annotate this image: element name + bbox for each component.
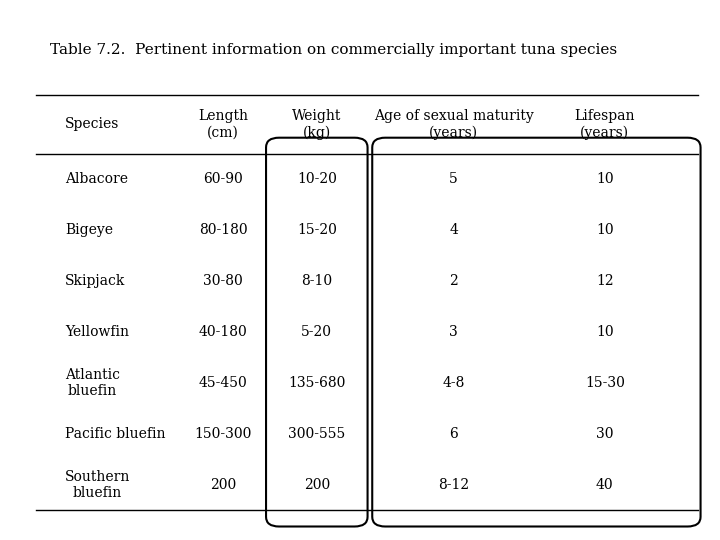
Text: 5: 5 <box>449 172 458 186</box>
Text: 40: 40 <box>596 478 613 492</box>
Text: Age of sexual maturity
(years): Age of sexual maturity (years) <box>374 109 534 139</box>
Text: 150-300: 150-300 <box>194 427 252 441</box>
Text: 15-20: 15-20 <box>297 223 337 237</box>
Text: 60-90: 60-90 <box>203 172 243 186</box>
Text: 15-30: 15-30 <box>585 376 625 390</box>
Text: 2: 2 <box>449 274 458 288</box>
Text: Bigeye: Bigeye <box>65 223 113 237</box>
Text: Weight
(kg): Weight (kg) <box>292 109 341 139</box>
Text: Pacific bluefin: Pacific bluefin <box>65 427 166 441</box>
Text: Albacore: Albacore <box>65 172 128 186</box>
Text: 4-8: 4-8 <box>442 376 465 390</box>
Text: 4: 4 <box>449 223 458 237</box>
Text: Skipjack: Skipjack <box>65 274 125 288</box>
Text: 12: 12 <box>596 274 613 288</box>
Text: 200: 200 <box>304 478 330 492</box>
Text: 30-80: 30-80 <box>203 274 243 288</box>
Text: 30: 30 <box>596 427 613 441</box>
Text: 135-680: 135-680 <box>288 376 346 390</box>
Text: Table 7.2.  Pertinent information on commercially important tuna species: Table 7.2. Pertinent information on comm… <box>50 43 618 57</box>
Text: 5-20: 5-20 <box>301 325 333 339</box>
Text: 40-180: 40-180 <box>199 325 248 339</box>
Text: 6: 6 <box>449 427 458 441</box>
Text: 3: 3 <box>449 325 458 339</box>
Text: 8-12: 8-12 <box>438 478 469 492</box>
Text: 200: 200 <box>210 478 236 492</box>
Text: 10: 10 <box>596 325 613 339</box>
Text: Yellowfin: Yellowfin <box>65 325 129 339</box>
Text: 80-180: 80-180 <box>199 223 248 237</box>
Text: Length
(cm): Length (cm) <box>198 109 248 139</box>
Text: 10: 10 <box>596 172 613 186</box>
Text: 10: 10 <box>596 223 613 237</box>
Text: 300-555: 300-555 <box>288 427 346 441</box>
Text: Southern
bluefin: Southern bluefin <box>65 470 130 500</box>
Text: Atlantic
bluefin: Atlantic bluefin <box>65 368 120 398</box>
Text: 8-10: 8-10 <box>301 274 333 288</box>
Text: Species: Species <box>65 117 120 131</box>
Text: 45-450: 45-450 <box>199 376 248 390</box>
Text: 10-20: 10-20 <box>297 172 337 186</box>
Text: Lifespan
(years): Lifespan (years) <box>575 109 635 139</box>
